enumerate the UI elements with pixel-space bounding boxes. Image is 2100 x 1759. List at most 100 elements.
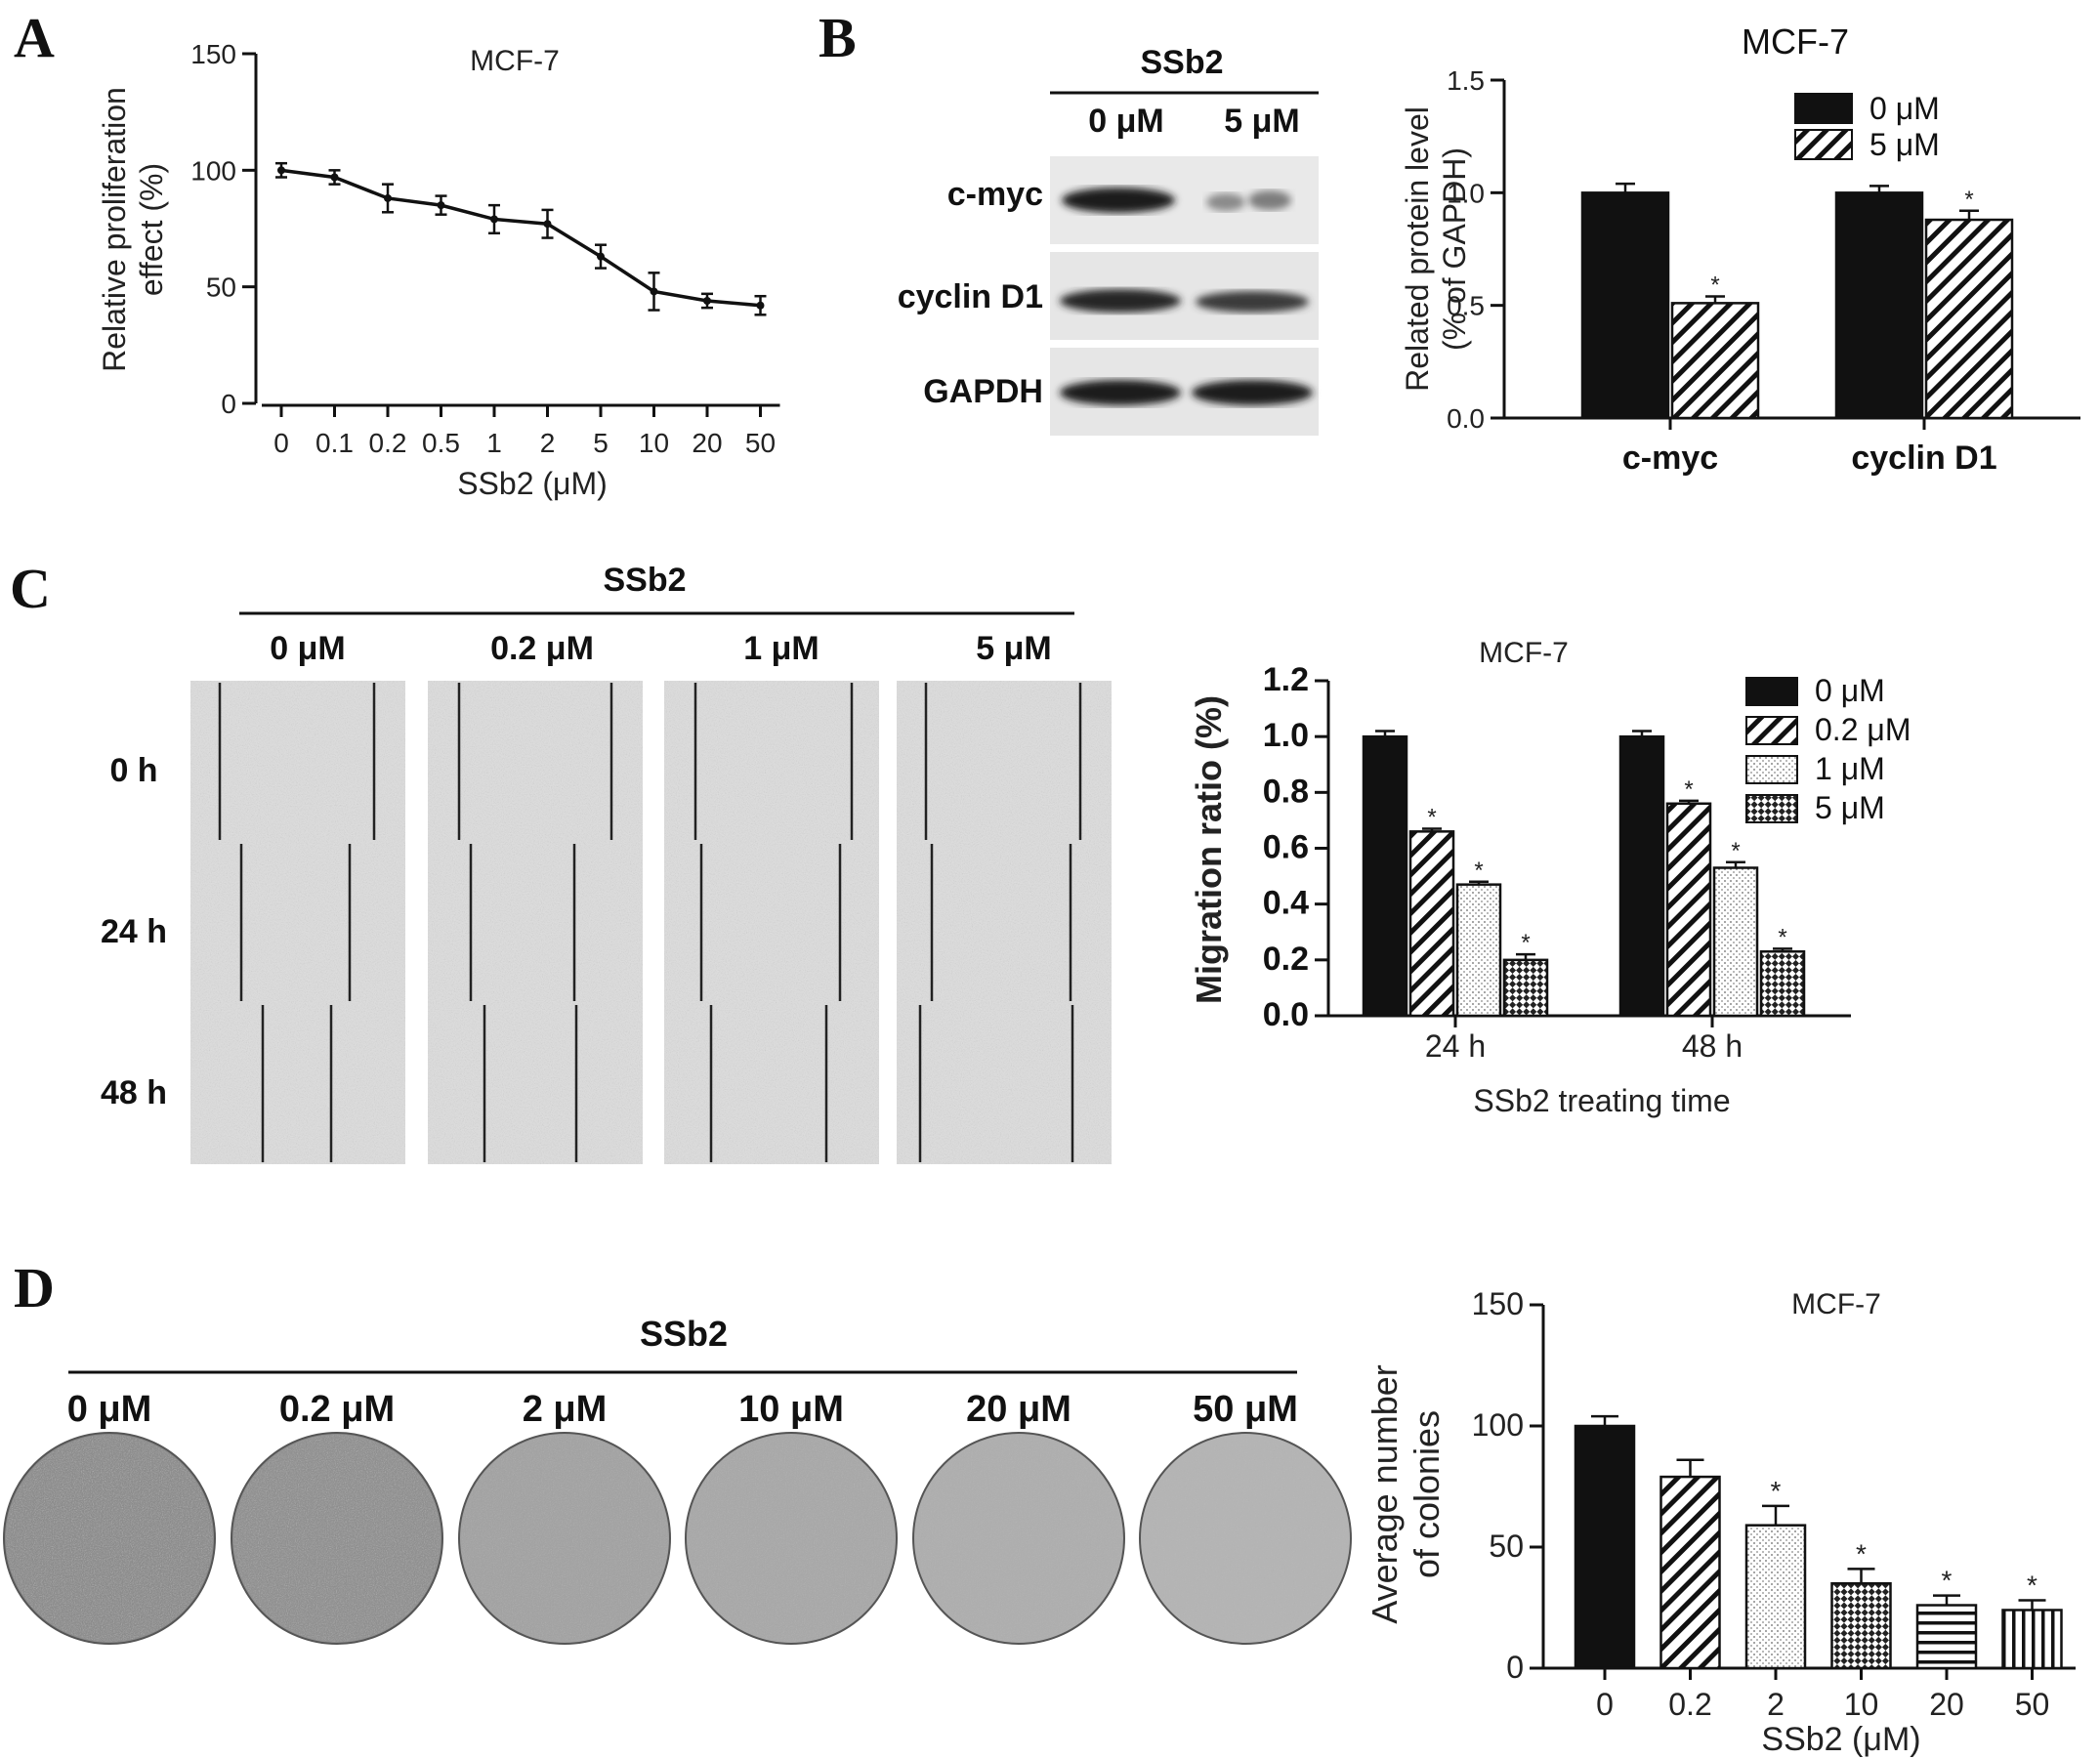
chart-d-title: MCF-7 [1791,1288,1881,1320]
data-point [437,201,445,210]
x-tick-label: 0 [1596,1687,1614,1722]
chart-d-colonies: MCF-7 Average number of colonies SSb2 (μ… [1365,1286,2076,1758]
blot-header: SSb2 [1140,44,1223,81]
legend-label: 0 μM [1869,91,1940,126]
y-tick-label: 1.2 [1263,661,1309,698]
colony-col-label: 20 μM [966,1389,1071,1430]
legend-swatch [1745,716,1798,745]
significance-star: * [1942,1566,1953,1596]
bar [1759,950,1806,1018]
bar [2001,1609,2063,1670]
bar [1834,191,1924,420]
chart-c-title: MCF-7 [1479,637,1569,669]
micrograph-texture [190,842,405,1003]
chart-a-xlabel: SSb2 (μM) [457,466,608,501]
x-tick-label: 0 [273,428,289,458]
panel-c-letter: C [10,557,51,620]
bar [1659,1475,1721,1670]
data-point [650,287,658,296]
chart-c-ylabel: Migration ratio (%) [1189,695,1229,1004]
band-cmyc-0 [1062,188,1175,213]
chart-d-xlabel: SSb2 (μM) [1761,1721,1920,1758]
x-tick-label: 50 [2015,1687,2050,1722]
bar [1618,734,1665,1018]
significance-star: * [1684,776,1693,803]
x-tick-label: 5 [593,428,609,458]
data-point [490,215,498,224]
y-tick-label: 0.6 [1263,829,1309,866]
micrograph-texture [428,842,643,1003]
y-tick-label: 0.4 [1263,885,1309,922]
blot-lane-label-0: 0 μM [1088,103,1163,140]
chart-b-ylabel-line1: Related protein level [1400,106,1435,392]
bar [1744,1524,1807,1670]
wound-row-label-2: 48 h [101,1074,167,1111]
significance-star: * [1710,272,1719,298]
legend-swatch [1794,129,1853,160]
y-tick-label: 0 [221,389,236,419]
wound-col-label-1: 0.2 μM [490,630,594,667]
wound-col-label-2: 1 μM [743,630,819,667]
x-tick-label: c-myc [1622,440,1718,477]
colony-wells: SSb2 0 μM 0.2 μM 2 μM 10 μM 20 μM 50 μM [3,1314,1352,1645]
bar [1830,1581,1892,1670]
x-tick-label: 48 h [1682,1028,1743,1064]
chart-d-ylabel-line2: of colonies [1407,1410,1447,1578]
micrograph-texture [428,681,643,842]
chart-a-ylabel-line2: effect (%) [134,163,169,296]
legend-label: 5 μM [1815,790,1885,825]
legend-swatch [1794,93,1853,124]
bar [1580,191,1670,420]
band-gapdh-0 [1060,380,1181,405]
y-tick-label: 0.0 [1263,996,1309,1033]
micrograph-texture [190,681,405,842]
legend-label: 1 μM [1815,751,1885,786]
y-tick-label: 0.2 [1263,941,1309,978]
colony-col-label: 2 μM [523,1389,608,1430]
colony-col-label: 0.2 μM [279,1389,395,1430]
x-tick-label: 50 [745,428,776,458]
x-tick-label: 2 [540,428,556,458]
y-tick-label: 100 [190,155,236,186]
chart-a-title: MCF-7 [470,45,560,77]
x-tick-label: 0.1 [315,428,354,458]
blot-row-label-cmyc: c-myc [947,176,1043,213]
bar [1924,218,2014,420]
x-tick-label: 24 h [1425,1028,1486,1064]
colony-col-label: 10 μM [738,1389,844,1430]
chart-d-ylabel-line1: Average number [1365,1364,1405,1624]
micrograph-texture [664,681,879,842]
band-gapdh-5 [1192,380,1313,405]
significance-star: * [1856,1538,1867,1569]
y-tick-label: 1.5 [1447,65,1485,96]
wound-col-label-0: 0 μM [270,630,345,667]
chart-a-ylabel-line1: Relative proliferation [97,87,132,372]
chart-c-migration: MCF-7 Migration ratio (%) SSb2 treating … [1189,637,1911,1118]
significance-star: * [2027,1571,2037,1601]
bar [1915,1604,1978,1670]
colony-texture [688,1435,895,1642]
colony-col-label: 50 μM [1193,1389,1298,1430]
x-tick-label: 1 [486,428,502,458]
wound-header: SSb2 [603,562,686,599]
panel-d-letter: D [14,1256,55,1319]
significance-star: * [1427,804,1436,830]
y-tick-label: 150 [190,39,236,69]
x-tick-label: 0.2 [1668,1687,1711,1722]
bar [1362,734,1408,1018]
colony-col-label: 0 μM [67,1389,152,1430]
significance-star: * [1771,1476,1782,1506]
legend-label: 5 μM [1869,127,1940,162]
wound-row-label-0: 0 h [109,752,157,789]
x-tick-label: 10 [1844,1687,1879,1722]
legend-swatch [1745,755,1798,784]
data-point [703,296,711,305]
significance-star: * [1964,187,1973,213]
significance-star: * [1778,924,1786,950]
data-point [543,220,552,229]
y-tick-label: 0.0 [1447,403,1485,434]
y-tick-label: 1.0 [1263,717,1309,754]
x-tick-label: 2 [1767,1687,1785,1722]
chart-b-ylabel-line2: (% of GAPDH) [1437,147,1472,351]
data-point [277,166,285,175]
